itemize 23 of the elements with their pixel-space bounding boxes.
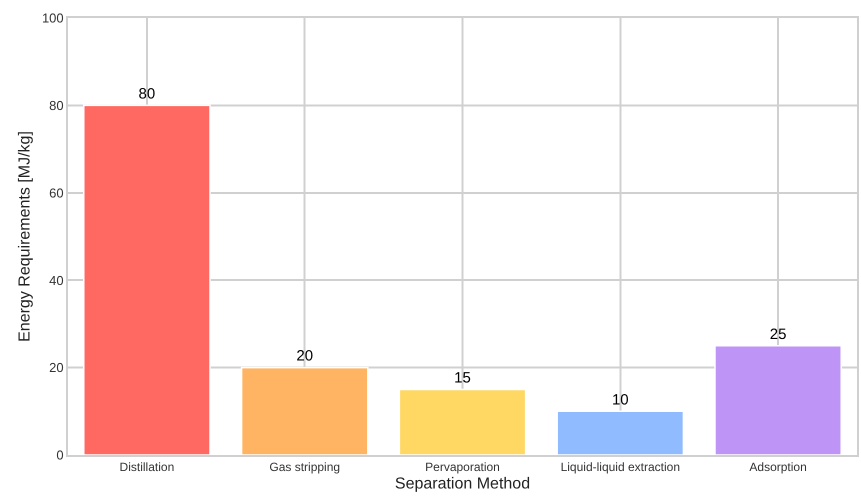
bar xyxy=(714,345,842,455)
data-label: 20 xyxy=(296,348,314,365)
data-label: 10 xyxy=(612,391,629,408)
x-tick-label: Pervaporation xyxy=(425,460,500,474)
data-label: 80 xyxy=(138,85,156,102)
y-tick-label: 60 xyxy=(49,185,64,200)
x-axis-title: Separation Method xyxy=(394,475,530,492)
bar xyxy=(240,366,369,455)
data-label: 15 xyxy=(454,369,471,386)
x-tick-label: Adsorption xyxy=(749,460,807,474)
x-tick-label: Distillation xyxy=(120,460,174,474)
x-tick-label: Gas stripping xyxy=(269,460,340,474)
y-tick-label: 100 xyxy=(42,10,64,26)
y-tick-label: 80 xyxy=(49,98,64,113)
x-tick-label: Liquid-liquid extraction xyxy=(560,460,680,474)
data-label: 25 xyxy=(770,326,786,343)
bar xyxy=(83,104,211,455)
y-tick-label: 20 xyxy=(49,360,64,376)
y-axis-title: Energy Requirements [MJ/kg] xyxy=(16,131,34,342)
bar xyxy=(398,388,526,455)
y-tick-label: 0 xyxy=(56,448,64,463)
bar xyxy=(556,410,684,455)
y-tick-label: 40 xyxy=(49,272,64,288)
